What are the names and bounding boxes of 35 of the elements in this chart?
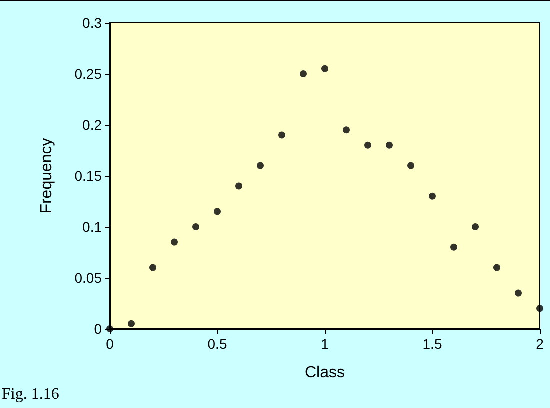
point: [536, 305, 544, 312]
y-tick-label: 0.15: [74, 168, 102, 184]
point: [300, 70, 307, 78]
point: [192, 224, 200, 230]
point: [515, 290, 522, 297]
y-tick-label: 0.2: [82, 117, 102, 133]
caption: Fig. 1.16: [2, 386, 60, 404]
point: [236, 182, 242, 190]
point: [386, 142, 393, 149]
point: [408, 162, 414, 170]
point: [472, 224, 479, 230]
point: [257, 162, 264, 170]
point: [322, 65, 328, 72]
y-axis-title: Frequency: [38, 138, 56, 214]
x-axis-title: Class: [304, 364, 346, 382]
point: [494, 264, 500, 272]
point: [150, 264, 156, 272]
point: [214, 208, 221, 216]
y-tick-label: 0.3: [82, 15, 102, 31]
point: [450, 244, 458, 251]
point: [429, 192, 436, 200]
x-tick-label: 1: [321, 336, 330, 352]
y-tick-label: 0.25: [74, 66, 102, 82]
point: [171, 238, 178, 246]
x-tick-label: 2: [536, 336, 544, 352]
y-tick-label: 0: [94, 321, 102, 337]
x-tick-label: 0: [106, 336, 114, 352]
y-tick-label: 0.05: [74, 270, 102, 286]
point: [343, 126, 350, 134]
point: [278, 132, 286, 139]
point: [128, 320, 135, 328]
x-tick-label: 1.5: [422, 336, 442, 352]
y-tick-label: 0.1: [82, 219, 102, 235]
x-tick-label: 0.5: [208, 336, 228, 352]
point: [364, 142, 372, 149]
